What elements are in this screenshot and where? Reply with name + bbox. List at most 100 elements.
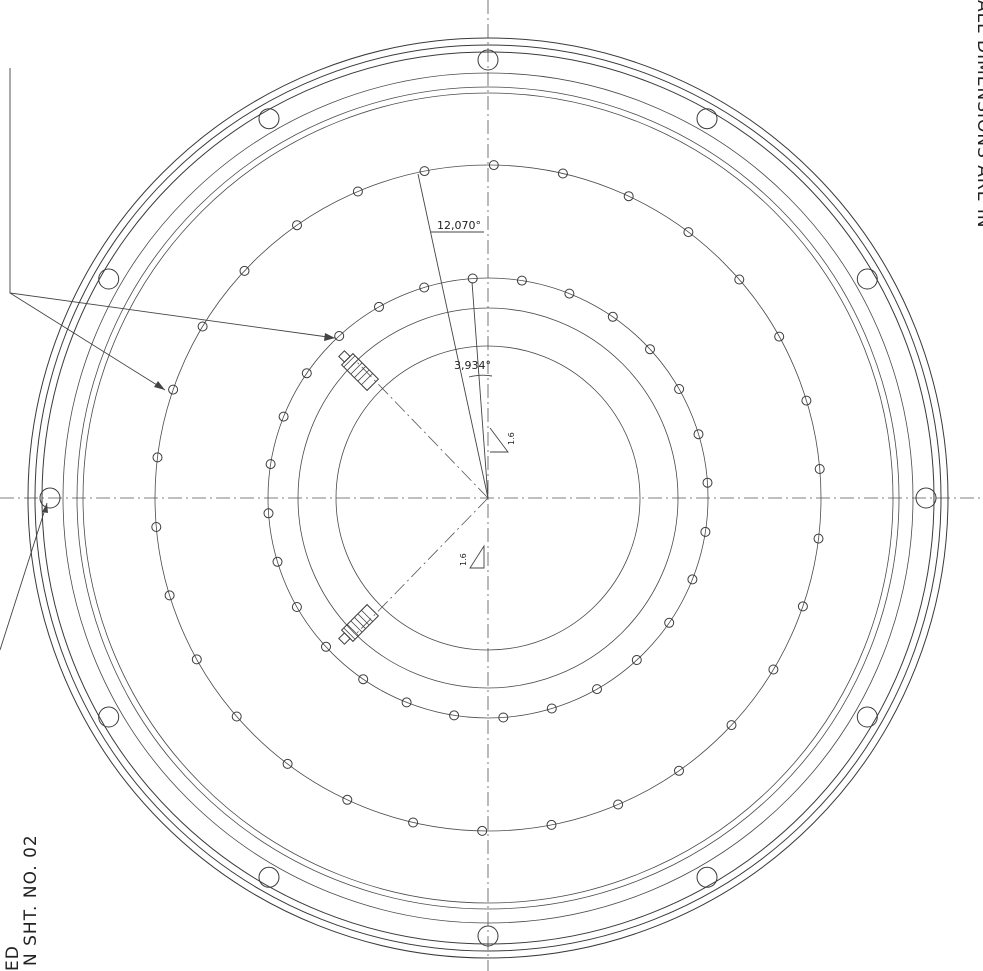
inner-hole <box>700 526 711 537</box>
radial-line-lower <box>354 497 489 636</box>
inner-hole <box>374 301 384 312</box>
angle-ray-inner <box>471 281 489 499</box>
bolt-hole <box>915 487 937 509</box>
inner-hole <box>546 703 557 714</box>
mid-hole <box>352 186 363 197</box>
inner-hole-pcd <box>267 277 709 719</box>
flange-inner-edge <box>82 92 894 904</box>
bolt-hole <box>258 108 280 130</box>
inner-hole <box>358 674 369 685</box>
leader-top-left <box>9 68 336 339</box>
arrowhead-3 <box>42 503 48 513</box>
mid-hole <box>231 711 242 722</box>
large-bolt-holes <box>39 49 937 947</box>
inner-hole <box>674 384 685 394</box>
outer-rings <box>27 37 949 959</box>
mid-hole <box>152 452 163 463</box>
inner-hole <box>631 655 642 665</box>
inner-hole <box>498 712 509 723</box>
inner-hole <box>693 429 704 440</box>
mid-hole-pcd <box>154 164 822 832</box>
inner-hole <box>564 288 575 299</box>
bore-circle <box>335 345 641 651</box>
angle-dimension-inner: 3,934° <box>454 359 493 378</box>
inner-hole <box>263 508 274 519</box>
outer-edge-circle-3 <box>41 51 935 945</box>
mid-hole <box>488 160 499 171</box>
inner-hole <box>702 477 713 488</box>
note-right-edge: ALL DIMENSIONS ARE IN <box>973 0 983 229</box>
mid-rings <box>154 164 822 832</box>
mid-hole <box>546 819 557 830</box>
arrowhead-2 <box>154 381 165 390</box>
mid-hole <box>683 227 694 238</box>
note-line-1: ED <box>3 945 23 971</box>
mid-hole <box>774 331 785 342</box>
mid-hole <box>613 799 624 810</box>
inner-hole <box>301 368 312 379</box>
inner-hole <box>664 617 675 628</box>
inner-hole <box>419 282 430 293</box>
hub-outer-circle <box>297 307 679 689</box>
inner-hole <box>265 459 276 470</box>
mid-hole <box>164 590 175 601</box>
mid-hole <box>168 384 179 395</box>
bolt-hole <box>477 925 499 947</box>
weld-label-bottom: 1.6 <box>459 553 468 566</box>
mid-hole <box>342 794 353 805</box>
construction-lines <box>354 173 489 636</box>
inner-hole <box>449 710 460 721</box>
weld-symbol-bottom: 1.6 <box>459 544 485 569</box>
inner-hole <box>592 684 602 695</box>
mid-hole <box>191 654 202 665</box>
angle-label-inner: 3,934° <box>454 359 491 372</box>
arrowhead-1 <box>324 333 335 341</box>
mid-hole <box>477 825 488 836</box>
weld-label-top: 1.6 <box>507 432 516 445</box>
inner-hole <box>334 331 345 341</box>
outer-edge-circle-2 <box>34 44 942 952</box>
mid-hole <box>734 274 745 285</box>
lugs <box>338 350 380 645</box>
mid-hole <box>557 168 568 179</box>
weld-symbol-top: 1.6 <box>489 427 516 453</box>
inner-hole <box>401 697 412 708</box>
inner-hole <box>321 641 331 652</box>
mid-hole <box>292 220 302 231</box>
mid-hole <box>813 533 824 544</box>
lug-lower <box>338 603 380 645</box>
inner-hole <box>467 273 478 284</box>
bolt-hole <box>856 268 878 290</box>
inner-hole <box>607 311 618 322</box>
inner-hole <box>645 344 655 355</box>
inner-hole <box>291 602 302 612</box>
inner-hole <box>272 556 283 567</box>
mid-hole <box>239 265 250 276</box>
bolt-hole <box>98 268 120 290</box>
outer-bolt-pcd <box>76 86 900 910</box>
inner-hole <box>278 411 289 422</box>
weld-triangle-top <box>489 427 509 453</box>
lug-upper <box>338 350 380 392</box>
mid-hole <box>197 321 208 332</box>
sheet-notes: ED N SHT. NO. 02 ALL DIMENSIONS ARE IN <box>3 0 983 971</box>
leader-lines <box>0 68 336 651</box>
mid-hole <box>151 522 162 532</box>
mid-hole <box>419 166 430 177</box>
mid-hole <box>282 758 293 769</box>
inner-hole <box>687 574 698 585</box>
bolt-hole <box>856 706 878 728</box>
mid-hole <box>768 664 779 675</box>
bolt-hole <box>696 866 718 888</box>
angle-dimension-outer: 12,070° <box>431 219 484 233</box>
mid-hole <box>674 765 684 776</box>
bolt-hole <box>39 487 61 509</box>
mid-pcd-holes <box>151 160 825 836</box>
bolt-hole <box>258 866 280 888</box>
angle-ray-outer <box>417 173 489 499</box>
bolt-hole <box>477 49 499 71</box>
inner-hole <box>516 275 527 286</box>
bolt-hole <box>696 108 718 130</box>
